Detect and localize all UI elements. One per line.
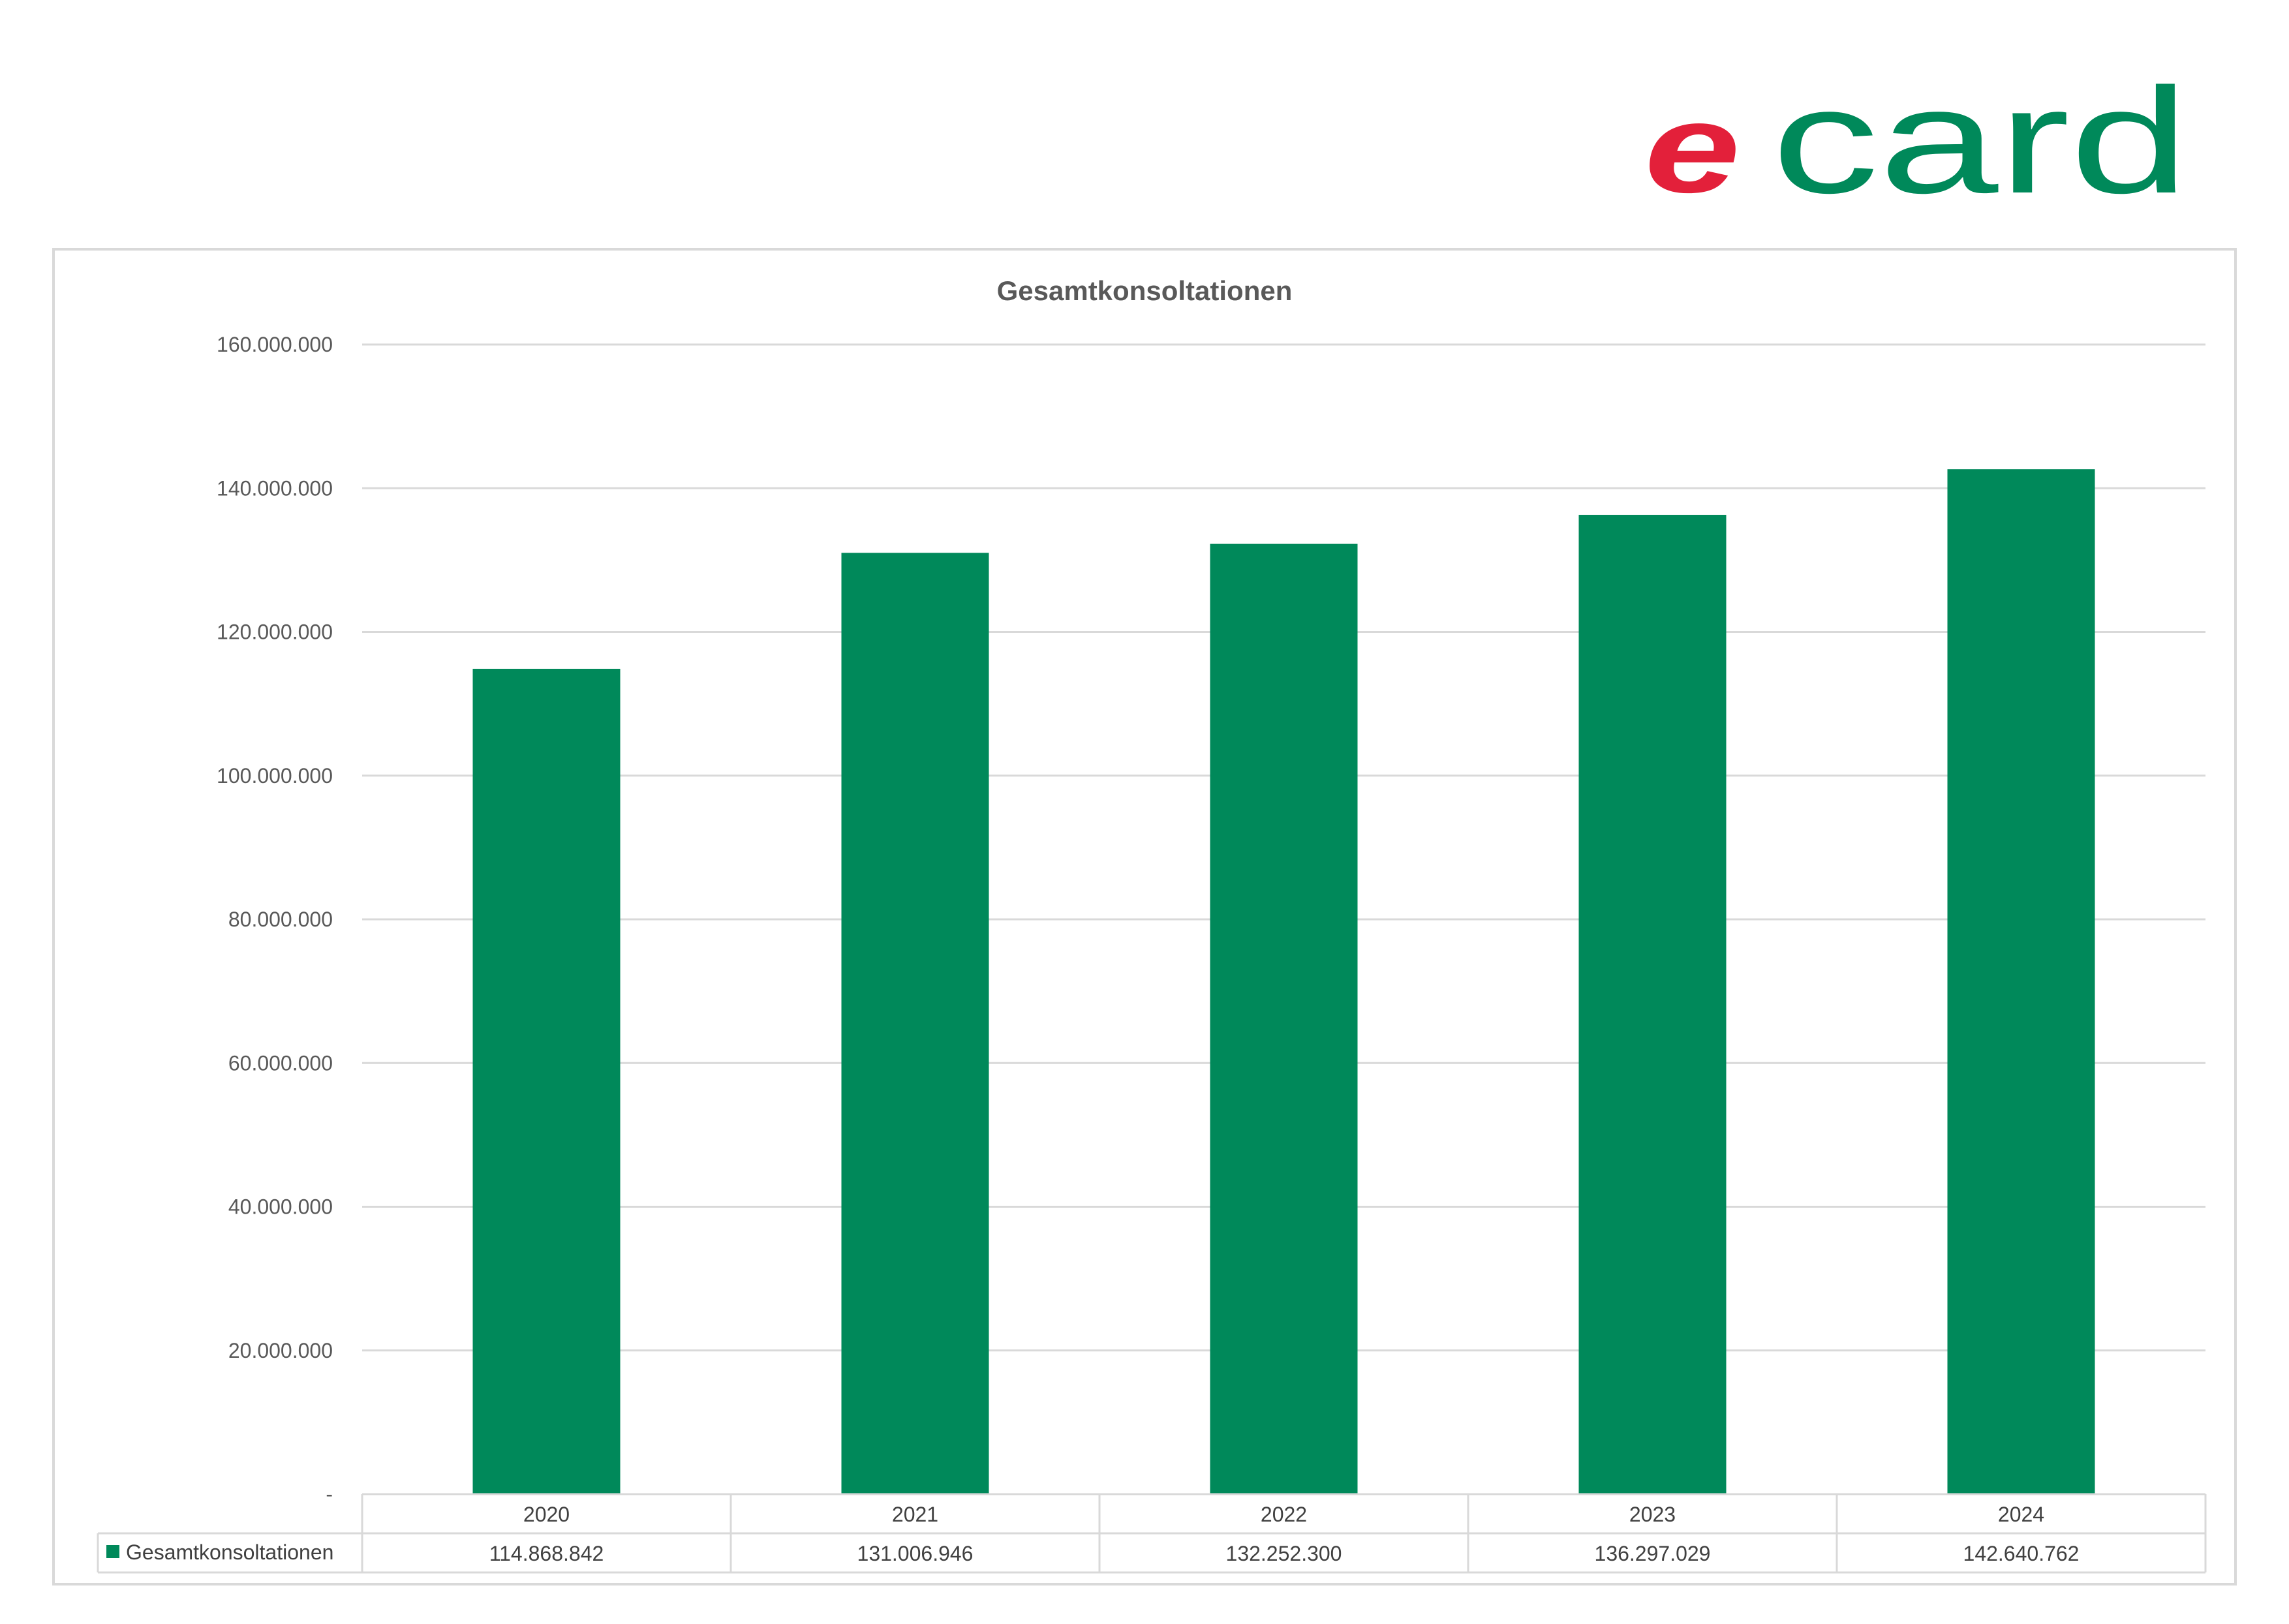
data-label: 136.297.029 [1595,1542,1711,1565]
y-tick-label: 160.000.000 [217,333,333,356]
x-tick-label: 2021 [892,1503,938,1526]
y-tick-label: 20.000.000 [228,1339,333,1362]
logo-prefix: e [1644,78,1740,209]
bars [472,469,2095,1494]
ecard-logo: e card [1644,78,2189,209]
data-table: 2020 114.868.842 2021 131.006.946 2022 132.25… [97,1493,2207,1574]
bar-2023 [1578,515,1727,1494]
data-label: 114.868.842 [489,1542,604,1565]
chart-frame [52,248,2237,1586]
data-label: 132.252.300 [1226,1542,1342,1565]
legend-label: Gesamtkonsoltationen [126,1540,333,1564]
y-tick-label: 100.000.000 [217,764,333,788]
y-tick-label: - [326,1482,333,1506]
bar-2024 [1947,469,2095,1494]
legend-swatch [106,1545,119,1558]
y-axis-ticks: - 20.000.000 40.000.000 60.000.000 80.000.00… [217,333,333,1506]
y-tick-label: 120.000.000 [217,620,333,644]
bar-2022 [1210,544,1358,1494]
bar-2021 [841,553,989,1494]
bar-2020 [472,669,621,1494]
y-tick-label: 40.000.000 [228,1195,333,1219]
chart-title: Gesamtkonsoltationen [997,275,1293,306]
x-tick-label: 2023 [1629,1503,1676,1526]
y-tick-label: 60.000.000 [228,1051,333,1075]
data-label: 131.006.946 [857,1542,974,1565]
y-tick-label: 140.000.000 [217,476,333,500]
x-tick-label: 2024 [1998,1503,2044,1526]
y-tick-label: 80.000.000 [228,908,333,931]
logo-word: card [1772,78,2189,209]
x-tick-label: 2022 [1261,1503,1307,1526]
data-label: 142.640.762 [1963,1542,2080,1565]
x-tick-label: 2020 [523,1503,570,1526]
